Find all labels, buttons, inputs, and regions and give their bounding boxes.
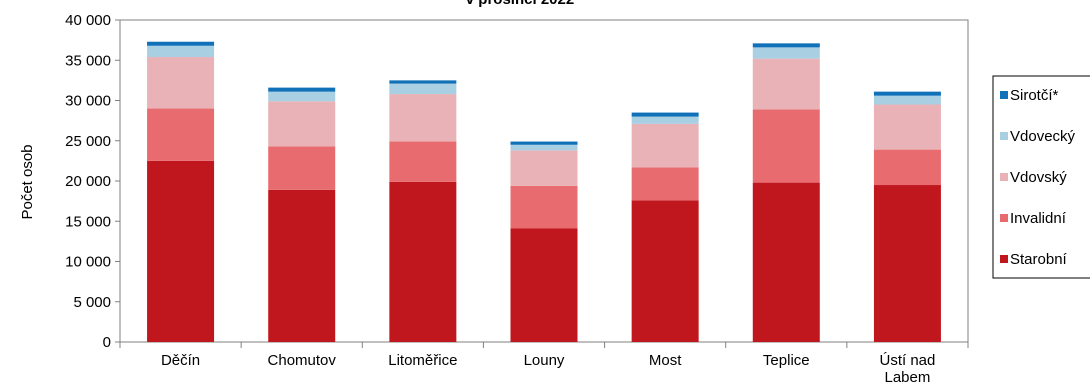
bar-segment — [631, 200, 699, 342]
bar-segment — [631, 112, 699, 117]
bar-segment — [510, 150, 578, 186]
bar-segment — [752, 109, 820, 183]
bars — [147, 41, 941, 342]
x-category-label: Labem — [884, 369, 930, 386]
bar-segment — [510, 141, 578, 145]
bar-segment — [631, 123, 699, 168]
bar-segment — [873, 95, 941, 105]
legend-swatch — [1000, 214, 1008, 222]
bar-segment — [873, 185, 941, 342]
y-tick-label: 15 000 — [65, 213, 111, 230]
bar-segment — [147, 41, 215, 46]
bar-segment — [147, 57, 215, 109]
legend-swatch — [1000, 91, 1008, 99]
bar-segment — [752, 182, 820, 342]
y-tick-label: 0 — [103, 334, 111, 351]
bar-segment — [631, 116, 699, 124]
bar-segment — [389, 141, 457, 182]
x-axis: Děčín Chomutov Litoměřice Louny Most Teplice Ú… — [119, 342, 969, 386]
legend-swatch — [1000, 132, 1008, 140]
x-category-label: Chomutov — [268, 352, 337, 369]
bar-segment — [268, 189, 336, 342]
bar-segment — [752, 43, 820, 48]
legend-label: Vdovecký — [1010, 128, 1076, 145]
bar-segment — [268, 101, 336, 147]
bar-segment — [268, 87, 336, 92]
bar-segment — [268, 146, 336, 190]
bar-segment — [389, 80, 457, 84]
legend: Sirotčí* Vdovecký Vdovský Invalidní Starobní — [992, 75, 1090, 279]
y-tick-label: 40 000 — [65, 12, 111, 29]
legend-label: Invalidní — [1010, 210, 1067, 227]
bar-segment — [752, 58, 820, 110]
y-tick-label: 5 000 — [73, 294, 111, 311]
bar-segment — [268, 91, 336, 102]
bar-segment — [510, 144, 578, 151]
bar-segment — [873, 91, 941, 96]
legend-label: Vdovský — [1010, 169, 1067, 186]
y-tick-label: 10 000 — [65, 254, 111, 271]
y-tick-label: 20 000 — [65, 173, 111, 190]
x-category-label: Ústí nad — [879, 352, 935, 369]
y-tick-label: 30 000 — [65, 93, 111, 110]
legend-swatch — [1000, 255, 1008, 263]
bar-segment — [389, 83, 457, 95]
bar-segment — [389, 94, 457, 142]
legend-label: Sirotčí* — [1010, 87, 1059, 104]
bar-segment — [631, 167, 699, 201]
bar-segment — [147, 45, 215, 58]
legend-box — [992, 75, 1090, 279]
y-tick-label: 35 000 — [65, 52, 111, 69]
bar-segment — [873, 104, 941, 150]
y-axis-title: Počet osob — [19, 144, 36, 219]
y-axis: 0 5 000 10 000 15 000 20 000 25 000 30 000 35 0… — [65, 12, 120, 351]
bar-segment — [147, 160, 215, 342]
x-category-label: Děčín — [161, 352, 200, 369]
x-category-label: Teplice — [763, 352, 810, 369]
bar-segment — [389, 181, 457, 342]
bar-segment — [510, 228, 578, 342]
bar-segment — [873, 149, 941, 186]
chart-title: v prosinci 2022 — [466, 0, 574, 8]
x-category-label: Litoměřice — [388, 352, 457, 369]
bar-segment — [510, 185, 578, 229]
legend-swatch — [1000, 173, 1008, 181]
y-tick-label: 25 000 — [65, 133, 111, 150]
x-category-label: Most — [649, 352, 682, 369]
bar-segment — [752, 47, 820, 59]
x-category-label: Louny — [524, 352, 565, 369]
bar-segment — [147, 108, 215, 161]
legend-label: Starobní — [1010, 251, 1068, 268]
